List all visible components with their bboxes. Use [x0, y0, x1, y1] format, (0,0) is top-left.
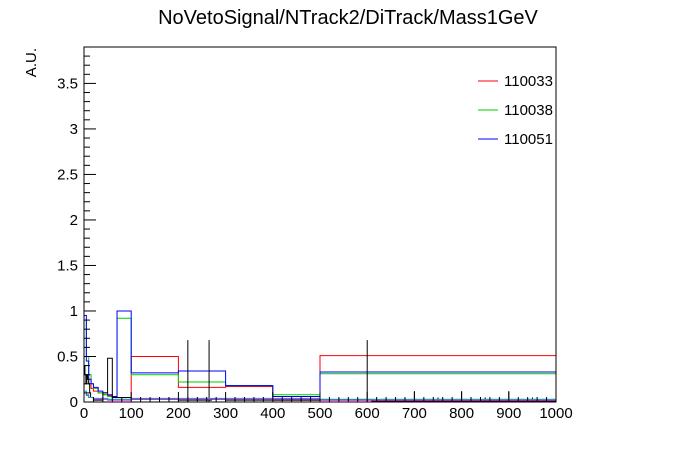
x-tick-label: 1000 — [539, 405, 572, 422]
x-tick-label: 200 — [166, 405, 191, 422]
y-tick-label: 1.5 — [57, 257, 78, 274]
x-tick-label: 900 — [496, 405, 521, 422]
x-tick-label: 300 — [213, 405, 238, 422]
legend-label: 110033 — [504, 73, 553, 90]
x-tick-label: 500 — [307, 405, 332, 422]
y-axis-label: A.U. — [23, 48, 40, 77]
y-tick-label: 2 — [70, 212, 78, 229]
plot-frame — [83, 46, 557, 403]
legend: 110033 110038 110051 — [478, 73, 553, 148]
axes-layer: 0 100 200 300 400 500 600 700 800 900 1000 0 0.5 1 1.5… — [57, 55, 573, 422]
x-tick-label: 600 — [355, 405, 380, 422]
x-tick-label: 800 — [449, 405, 474, 422]
legend-label: 110038 — [504, 102, 553, 119]
y-tick-label: 0 — [70, 394, 78, 411]
y-tick-label: 2.5 — [57, 166, 78, 183]
y-tick-label: 3 — [70, 121, 78, 138]
chart-title: NoVetoSignal/NTrack2/DiTrack/Mass1GeV — [158, 7, 538, 29]
x-tick-label: 100 — [119, 405, 144, 422]
x-tick-label: 0 — [80, 405, 88, 422]
y-tick-label: 0.5 — [57, 348, 78, 365]
series-layer — [83, 310, 557, 402]
x-tick-label: 400 — [260, 405, 285, 422]
x-tick-label: 700 — [402, 405, 427, 422]
legend-label: 110051 — [504, 131, 553, 148]
y-tick-label: 1 — [70, 303, 78, 320]
y-tick-label: 3.5 — [57, 75, 78, 92]
